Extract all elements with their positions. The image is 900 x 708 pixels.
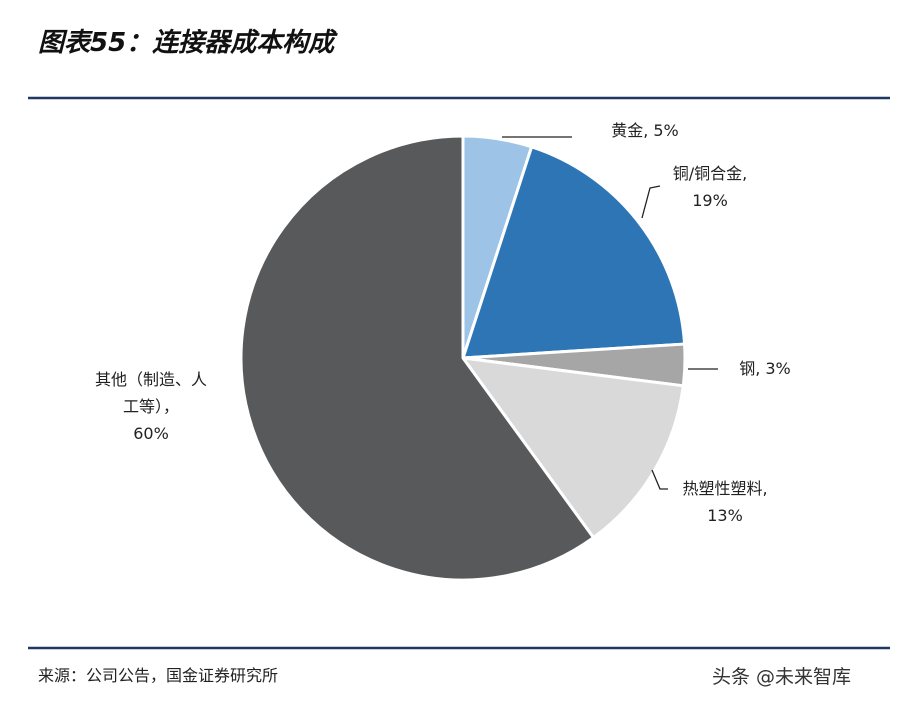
category-label: 热塑性塑料, — [682, 479, 768, 498]
pie-slice — [239, 134, 595, 582]
watermark: 头条 @未来智库 — [712, 666, 852, 688]
category-label: 钢, — [739, 359, 761, 378]
value-label: 5% — [653, 121, 679, 140]
leader-line — [641, 185, 661, 219]
pie — [239, 134, 687, 582]
pie-slice — [461, 145, 687, 360]
value-label: 60% — [133, 424, 169, 443]
category-label: 铜/铜合金, — [672, 164, 748, 183]
data-label: 黄金, 5% — [580, 117, 710, 144]
data-label: 其他（制造、人工等）， 60% — [95, 366, 207, 447]
chart-title: 图表55：连接器成本构成 — [38, 28, 335, 58]
value-label: 13% — [707, 506, 743, 525]
data-label: 热塑性塑料, 13% — [650, 475, 800, 529]
leader-line — [651, 469, 668, 490]
category-label: 其他（制造、人工等）， — [95, 370, 208, 416]
pie-slice — [461, 356, 685, 540]
value-label: 3% — [765, 359, 791, 378]
data-label: 铜/铜合金, 19% — [640, 160, 780, 214]
category-label: 黄金, — [611, 121, 649, 140]
value-label: 19% — [692, 191, 728, 210]
data-label: 钢, 3% — [720, 355, 810, 382]
leader-lines — [502, 136, 718, 490]
source-note: 来源：公司公告，国金证券研究所 — [38, 666, 279, 685]
